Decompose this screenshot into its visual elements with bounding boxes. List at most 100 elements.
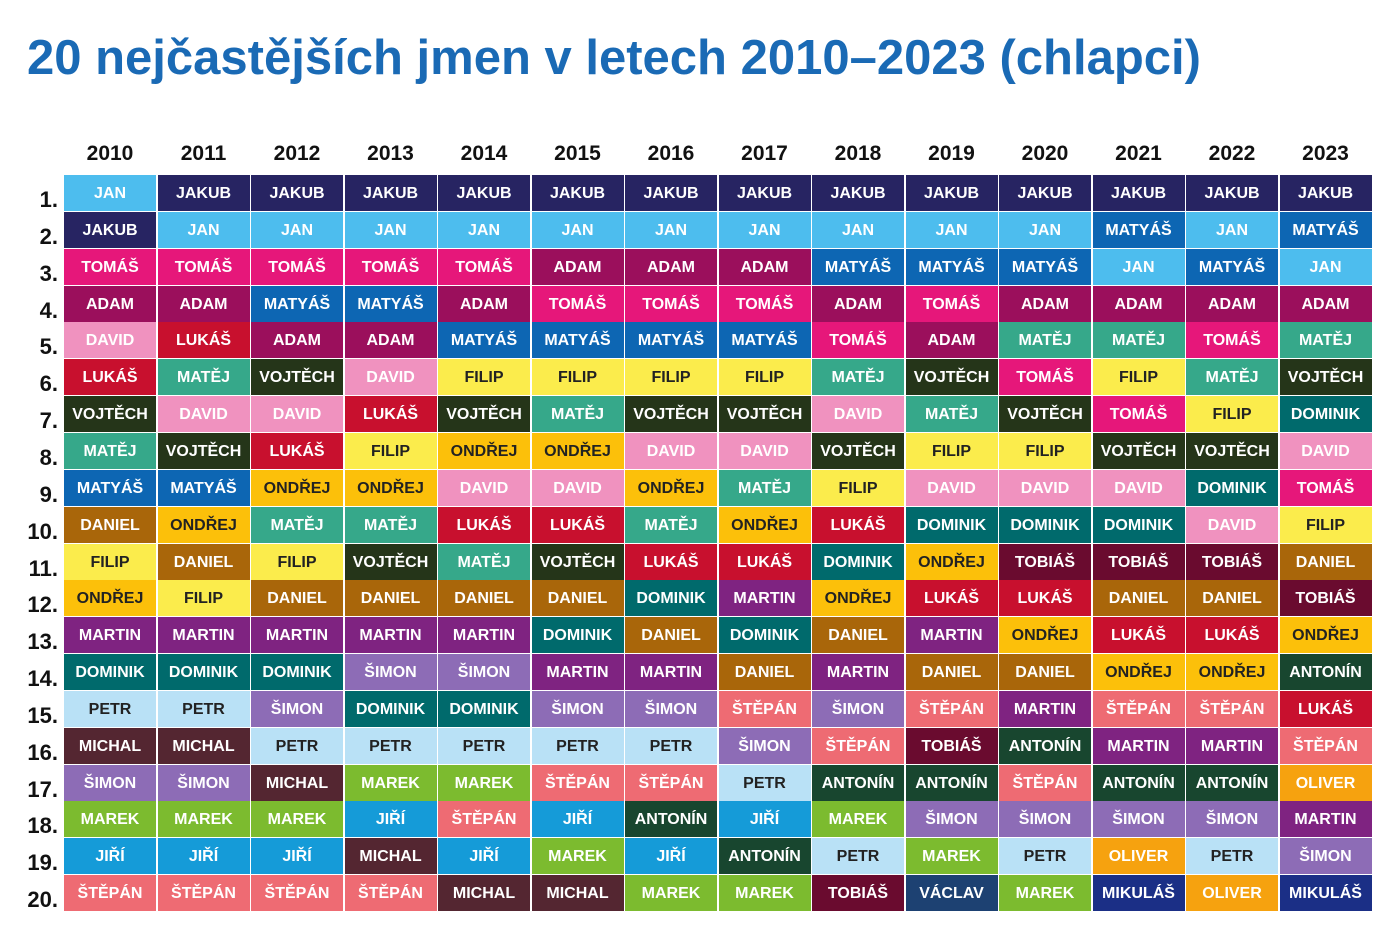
name-cell-2019-5: ADAM — [905, 322, 999, 360]
name-cell-2021-5: MATĚJ — [1092, 322, 1186, 360]
name-cell-2022-16: MARTIN — [1186, 727, 1279, 765]
name-cell-2016-11: LUKÁŠ — [625, 543, 718, 581]
name-cell-2010-3: TOMÁŠ — [64, 248, 157, 286]
name-cell-2013-19: MICHAL — [344, 838, 438, 876]
name-cell-2014-11: MATĚJ — [438, 543, 531, 581]
name-cell-2016-2: JAN — [625, 211, 718, 249]
name-cell-2023-12: TOBIÁŠ — [1279, 580, 1373, 618]
name-cell-2012-17: MICHAL — [251, 764, 344, 802]
name-cell-2013-2: JAN — [344, 211, 438, 249]
name-cell-2014-6: FILIP — [438, 359, 531, 397]
name-cell-2020-13: ONDŘEJ — [999, 617, 1092, 655]
name-cell-2019-19: MAREK — [905, 838, 999, 876]
name-cell-2023-19: ŠIMON — [1279, 838, 1373, 876]
name-cell-2015-14: MARTIN — [531, 654, 625, 692]
name-cell-2012-5: ADAM — [251, 322, 344, 360]
name-cell-2011-6: MATĚJ — [157, 359, 251, 397]
rank-label-7: 7. — [39, 408, 58, 434]
name-cell-2018-20: TOBIÁŠ — [812, 875, 905, 913]
name-cell-2012-14: DOMINIK — [251, 654, 344, 692]
name-cell-2019-7: MATĚJ — [905, 396, 999, 434]
name-cell-2013-10: MATĚJ — [344, 506, 438, 544]
name-cell-2017-13: DOMINIK — [718, 617, 812, 655]
name-cell-2023-1: JAKUB — [1279, 175, 1373, 212]
rank-label-1: 1. — [39, 187, 58, 212]
name-cell-2014-7: VOJTĚCH — [438, 396, 531, 434]
name-cell-2013-13: MARTIN — [344, 617, 438, 655]
name-cell-2020-5: MATĚJ — [999, 322, 1092, 360]
name-cell-2023-8: DAVID — [1279, 432, 1373, 470]
name-cell-2020-15: MARTIN — [999, 690, 1092, 728]
name-cell-2017-20: MAREK — [718, 875, 812, 913]
name-cell-2013-18: JIŘÍ — [344, 801, 438, 839]
name-cell-2020-3: MATYÁŠ — [999, 248, 1092, 286]
name-cell-2016-7: VOJTĚCH — [625, 396, 718, 434]
year-header-2013: 2013 — [367, 142, 414, 165]
name-cell-2020-16: ANTONÍN — [999, 727, 1092, 765]
name-cell-2013-16: PETR — [344, 727, 438, 765]
name-cell-2023-10: FILIP — [1279, 506, 1373, 544]
name-cell-2011-13: MARTIN — [157, 617, 251, 655]
name-cell-2014-4: ADAM — [438, 285, 531, 323]
name-cell-2020-20: MAREK — [999, 875, 1092, 913]
name-cell-2020-14: DANIEL — [999, 654, 1092, 692]
name-cell-2020-9: DAVID — [999, 469, 1092, 507]
name-cell-2017-10: ONDŘEJ — [718, 506, 812, 544]
rank-label-14: 14. — [27, 666, 58, 692]
name-cell-2020-18: ŠIMON — [999, 801, 1092, 839]
name-cell-2020-7: VOJTĚCH — [999, 396, 1092, 434]
name-cell-2022-15: ŠTĚPÁN — [1186, 690, 1279, 728]
name-cell-2017-12: MARTIN — [718, 580, 812, 618]
name-cell-2019-17: ANTONÍN — [905, 764, 999, 802]
name-cell-2014-13: MARTIN — [438, 617, 531, 655]
name-cell-2012-19: JIŘÍ — [251, 838, 344, 876]
year-header-2022: 2022 — [1208, 142, 1256, 165]
name-cell-2014-5: MATYÁŠ — [438, 322, 531, 360]
name-cell-2016-14: MARTIN — [625, 654, 718, 692]
name-cell-2017-1: JAKUB — [718, 175, 812, 212]
name-cell-2014-8: ONDŘEJ — [438, 432, 531, 470]
name-cell-2014-2: JAN — [438, 211, 531, 249]
name-cell-2010-16: MICHAL — [64, 727, 157, 765]
name-cell-2020-6: TOMÁŠ — [999, 359, 1092, 397]
name-cell-2013-6: DAVID — [344, 359, 438, 397]
name-cell-2015-16: PETR — [531, 727, 625, 765]
name-cell-2011-7: DAVID — [157, 396, 251, 434]
name-cell-2011-2: JAN — [157, 211, 251, 249]
name-cell-2012-4: MATYÁŠ — [251, 285, 344, 323]
name-cell-2023-13: ONDŘEJ — [1279, 617, 1373, 655]
name-cell-2015-6: FILIP — [531, 359, 625, 397]
name-cell-2012-12: DANIEL — [251, 580, 344, 618]
rank-label-4: 4. — [39, 297, 58, 323]
name-cell-2018-14: MARTIN — [812, 654, 905, 692]
rank-label-12: 12. — [27, 592, 58, 618]
name-cell-2018-8: VOJTĚCH — [812, 432, 905, 470]
name-cell-2021-12: DANIEL — [1092, 580, 1186, 618]
rank-label-20: 20. — [27, 887, 58, 913]
name-cell-2018-7: DAVID — [812, 396, 905, 434]
name-cell-2010-9: MATYÁŠ — [64, 469, 157, 507]
rank-label-9: 9. — [39, 481, 58, 507]
name-cell-2010-18: MAREK — [64, 801, 157, 839]
name-cell-2011-18: MAREK — [157, 801, 251, 839]
name-cell-2021-9: DAVID — [1092, 469, 1186, 507]
name-cell-2022-9: DOMINIK — [1186, 469, 1279, 507]
name-cell-2014-9: DAVID — [438, 469, 531, 507]
name-cell-2021-19: OLIVER — [1092, 838, 1186, 876]
name-cell-2017-2: JAN — [718, 211, 812, 249]
name-cell-2023-16: ŠTĚPÁN — [1279, 727, 1373, 765]
name-cell-2017-19: ANTONÍN — [718, 838, 812, 876]
rank-label-5: 5. — [39, 334, 58, 360]
name-cell-2011-10: ONDŘEJ — [157, 506, 251, 544]
name-cell-2014-1: JAKUB — [438, 175, 531, 212]
name-cell-2019-10: DOMINIK — [905, 506, 999, 544]
name-cell-2011-20: ŠTĚPÁN — [157, 875, 251, 913]
name-cell-2012-1: JAKUB — [251, 175, 344, 212]
name-cell-2019-12: LUKÁŠ — [905, 580, 999, 618]
name-cell-2019-18: ŠIMON — [905, 801, 999, 839]
name-cell-2012-20: ŠTĚPÁN — [251, 875, 344, 913]
name-cell-2013-20: ŠTĚPÁN — [344, 875, 438, 913]
name-cell-2015-19: MAREK — [531, 838, 625, 876]
name-cell-2022-11: TOBIÁŠ — [1186, 543, 1279, 581]
name-cell-2013-12: DANIEL — [344, 580, 438, 618]
